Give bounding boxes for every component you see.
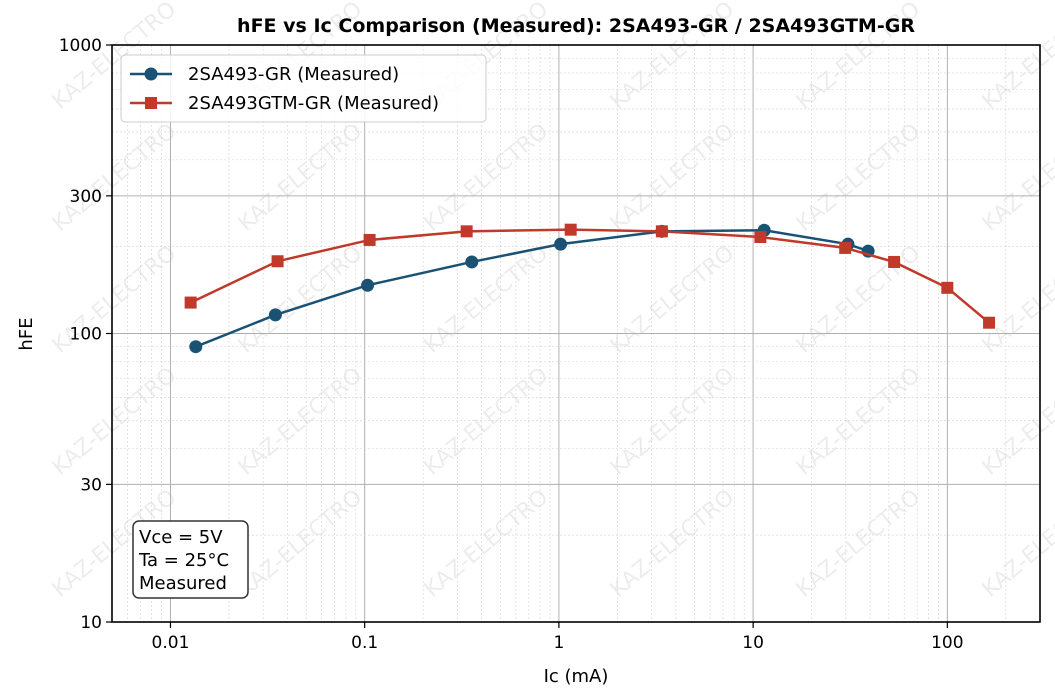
series-layer bbox=[184, 223, 996, 354]
data-point-series-2 bbox=[184, 296, 197, 309]
y-axis-label: hFE bbox=[16, 317, 37, 350]
data-point-series-2 bbox=[941, 281, 954, 294]
watermark-text: KAZ-ELECTRO bbox=[234, 485, 367, 603]
y-tick-label: 30 bbox=[80, 475, 102, 495]
y-tick-label: 300 bbox=[70, 187, 102, 207]
watermark-text: KAZ-ELECTRO bbox=[978, 0, 1055, 115]
y-tick-label: 10 bbox=[80, 613, 102, 633]
watermark-text: KAZ-ELECTRO bbox=[234, 241, 367, 359]
watermark-text: KAZ-ELECTRO bbox=[978, 363, 1055, 481]
x-tick-label: 0.1 bbox=[351, 633, 378, 653]
data-point-series-2 bbox=[363, 233, 376, 246]
annotation-line-3: Measured bbox=[139, 573, 227, 594]
watermark-text: KAZ-ELECTRO bbox=[48, 363, 181, 481]
legend: 2SA493-GR (Measured) 2SA493GTM-GR (Measu… bbox=[120, 54, 487, 123]
data-point-series-1 bbox=[189, 340, 203, 354]
legend-marker-square bbox=[145, 97, 157, 109]
annotation-line-2: Ta = 25°C bbox=[138, 550, 229, 571]
watermark-text: KAZ-ELECTRO bbox=[978, 485, 1055, 603]
legend-marker-circle bbox=[144, 67, 158, 81]
ticks: 0.01 0.1 1 10 100 10 30 100 300 1000 bbox=[59, 36, 964, 653]
data-point-series-2 bbox=[983, 316, 996, 329]
chart-title: hFE vs Ic Comparison (Measured): 2SA493-… bbox=[237, 15, 915, 37]
data-point-series-2 bbox=[754, 231, 767, 244]
watermark-text: KAZ-ELECTRO bbox=[606, 119, 739, 237]
watermark-text: KAZ-ELECTRO bbox=[420, 363, 553, 481]
watermark-text: KAZ-ELECTRO bbox=[48, 241, 181, 359]
data-point-series-1 bbox=[554, 237, 568, 251]
conditions-annotation: Vce = 5V Ta = 25°C Measured bbox=[132, 520, 249, 599]
watermark-text: KAZ-ELECTRO bbox=[234, 363, 367, 481]
x-axis-label: Ic (mA) bbox=[544, 666, 609, 687]
watermark-text: KAZ-ELECTRO bbox=[234, 119, 367, 237]
x-tick-label: 100 bbox=[931, 633, 963, 653]
x-tick-label: 0.01 bbox=[152, 633, 190, 653]
data-point-series-1 bbox=[361, 278, 375, 292]
y-tick-label: 100 bbox=[70, 325, 102, 345]
data-point-series-2 bbox=[564, 223, 577, 236]
watermark-text: KAZ-ELECTRO bbox=[48, 119, 181, 237]
data-point-series-2 bbox=[460, 225, 473, 238]
watermark-text: KAZ-ELECTRO bbox=[420, 485, 553, 603]
legend-label-series-2: 2SA493GTM-GR (Measured) bbox=[188, 93, 439, 114]
watermark-text: KAZ-ELECTRO bbox=[606, 241, 739, 359]
data-point-series-2 bbox=[271, 255, 284, 268]
data-point-series-1 bbox=[465, 255, 479, 269]
watermark-text: KAZ-ELECTRO bbox=[420, 119, 553, 237]
y-tick-label: 1000 bbox=[59, 36, 102, 56]
x-tick-label: 1 bbox=[553, 633, 564, 653]
grid bbox=[111, 44, 1041, 623]
data-point-series-2 bbox=[888, 255, 901, 268]
data-point-series-1 bbox=[268, 308, 282, 322]
watermark-text: KAZ-ELECTRO bbox=[978, 119, 1055, 237]
watermark-text: KAZ-ELECTRO bbox=[978, 241, 1055, 359]
legend-label-series-1: 2SA493-GR (Measured) bbox=[188, 64, 399, 85]
annotation-line-1: Vce = 5V bbox=[139, 527, 223, 548]
watermark-text: KAZ-ELECTRO bbox=[606, 363, 739, 481]
x-tick-label: 10 bbox=[742, 633, 764, 653]
watermark-text: KAZ-ELECTRO bbox=[606, 485, 739, 603]
data-point-series-2 bbox=[839, 241, 852, 254]
data-point-series-2 bbox=[655, 225, 668, 238]
